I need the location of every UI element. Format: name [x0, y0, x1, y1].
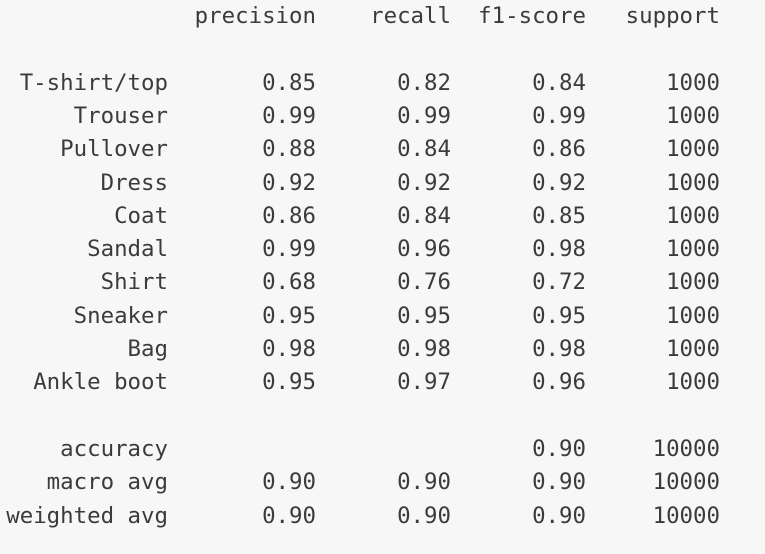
- support-value: 1000: [666, 102, 720, 129]
- f1-value: 0.85: [532, 202, 586, 229]
- class-label: Dress: [100, 169, 168, 196]
- header-f1-score: f1-score: [478, 3, 586, 29]
- precision-value: 0.95: [262, 302, 316, 329]
- weighted-avg-support: 10000: [652, 502, 720, 529]
- precision-value: 0.99: [262, 102, 316, 129]
- macro-avg-recall: 0.90: [397, 469, 451, 496]
- class-row: Sandal 0.99 0.96 0.98 1000: [0, 233, 765, 266]
- class-row: Sneaker 0.95 0.95 0.95 1000: [0, 300, 765, 333]
- weighted-avg-row: weighted avg 0.90 0.90 0.90 10000: [0, 500, 765, 533]
- class-label: T-shirt/top: [19, 69, 168, 96]
- recall-value: 0.98: [397, 336, 451, 362]
- f1-value: 0.72: [532, 269, 586, 296]
- accuracy-value: 0.90: [532, 435, 586, 462]
- recall-value: 0.82: [397, 69, 451, 96]
- header-row: precision recall f1-score support: [0, 0, 765, 33]
- recall-value: 0.92: [397, 169, 451, 196]
- f1-value: 0.96: [532, 369, 586, 396]
- recall-value: 0.97: [397, 369, 451, 396]
- macro-avg-support: 10000: [652, 469, 720, 496]
- class-label: Shirt: [100, 269, 168, 296]
- support-value: 1000: [666, 369, 720, 396]
- recall-value: 0.96: [397, 236, 451, 263]
- class-row: Ankle boot 0.95 0.97 0.96 1000: [0, 366, 765, 399]
- macro-avg-label: macro avg: [46, 469, 168, 496]
- class-row: Pullover 0.88 0.84 0.86 1000: [0, 133, 765, 166]
- support-value: 1000: [666, 336, 720, 362]
- macro-avg-row: macro avg 0.90 0.90 0.90 10000: [0, 466, 765, 499]
- class-row: Dress 0.92 0.92 0.92 1000: [0, 167, 765, 200]
- class-row: T-shirt/top 0.85 0.82 0.84 1000: [0, 67, 765, 100]
- support-value: 1000: [666, 202, 720, 229]
- header-support: support: [625, 3, 720, 29]
- class-label: Trouser: [73, 102, 168, 129]
- class-row: Coat 0.86 0.84 0.85 1000: [0, 200, 765, 233]
- f1-value: 0.86: [532, 136, 586, 163]
- class-label: Sandal: [87, 236, 168, 263]
- support-value: 1000: [666, 169, 720, 196]
- support-value: 1000: [666, 269, 720, 296]
- precision-value: 0.99: [262, 236, 316, 263]
- class-label: Ankle boot: [33, 369, 168, 396]
- weighted-avg-recall: 0.90: [397, 502, 451, 529]
- f1-value: 0.95: [532, 302, 586, 329]
- class-label: Bag: [127, 336, 168, 362]
- class-row: Shirt 0.68 0.76 0.72 1000: [0, 266, 765, 299]
- header-precision: precision: [194, 3, 316, 29]
- precision-value: 0.98: [262, 336, 316, 362]
- precision-value: 0.68: [262, 269, 316, 296]
- recall-value: 0.84: [397, 202, 451, 229]
- weighted-avg-f1: 0.90: [532, 502, 586, 529]
- class-label: Sneaker: [73, 302, 168, 329]
- precision-value: 0.86: [262, 202, 316, 229]
- class-row: Trouser 0.99 0.99 0.99 1000: [0, 100, 765, 133]
- f1-value: 0.98: [532, 236, 586, 263]
- recall-value: 0.95: [397, 302, 451, 329]
- weighted-avg-label: weighted avg: [6, 502, 168, 529]
- f1-value: 0.84: [532, 69, 586, 96]
- macro-avg-precision: 0.90: [262, 469, 316, 496]
- support-value: 1000: [666, 236, 720, 263]
- class-row: Bag 0.98 0.98 0.98 1000: [0, 333, 765, 366]
- accuracy-support: 10000: [652, 435, 720, 462]
- precision-value: 0.88: [262, 136, 316, 163]
- precision-value: 0.92: [262, 169, 316, 196]
- accuracy-row: accuracy 0.90 10000: [0, 433, 765, 466]
- precision-value: 0.95: [262, 369, 316, 396]
- recall-value: 0.99: [397, 102, 451, 129]
- recall-value: 0.76: [397, 269, 451, 296]
- header-recall: recall: [370, 3, 451, 29]
- support-value: 1000: [666, 69, 720, 96]
- macro-avg-f1: 0.90: [532, 469, 586, 496]
- precision-value: 0.85: [262, 69, 316, 96]
- f1-value: 0.92: [532, 169, 586, 196]
- support-value: 1000: [666, 136, 720, 163]
- class-label: Pullover: [60, 136, 168, 163]
- f1-value: 0.99: [532, 102, 586, 129]
- support-value: 1000: [666, 302, 720, 329]
- weighted-avg-precision: 0.90: [262, 502, 316, 529]
- f1-value: 0.98: [532, 336, 586, 362]
- accuracy-label: accuracy: [60, 435, 168, 462]
- class-label: Coat: [114, 202, 168, 229]
- recall-value: 0.84: [397, 136, 451, 163]
